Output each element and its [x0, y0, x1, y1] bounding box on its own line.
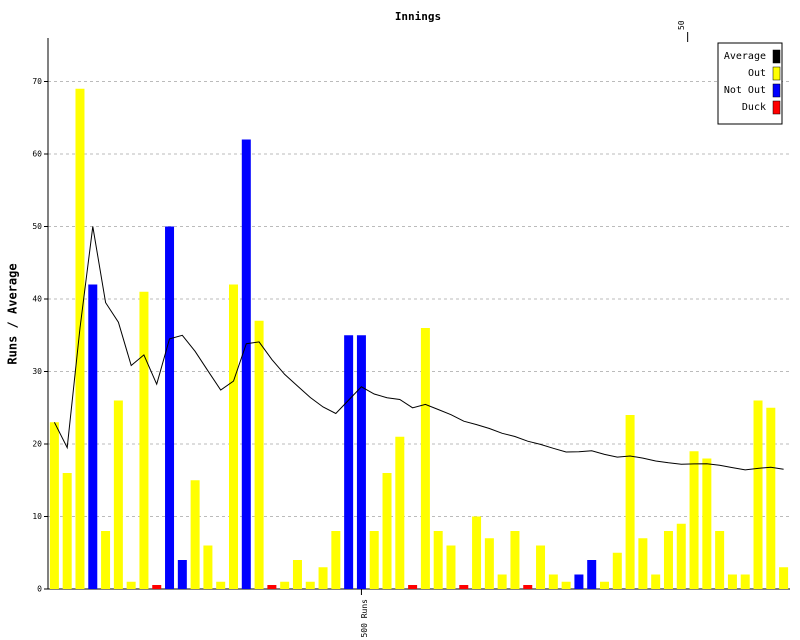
bar [101, 531, 111, 589]
legend-swatch [772, 83, 781, 98]
bar [408, 585, 418, 589]
bar [420, 328, 430, 589]
bar [625, 415, 635, 589]
bar [497, 574, 507, 589]
legend-swatch [772, 100, 781, 115]
bar [331, 531, 341, 589]
average-line [53, 226, 784, 471]
bar [49, 422, 59, 589]
y-tick-label: 20 [32, 440, 42, 449]
bar [152, 585, 162, 589]
bar [574, 574, 584, 589]
bar [113, 400, 123, 589]
bar [676, 523, 686, 589]
bar [766, 407, 776, 589]
bar [344, 335, 354, 589]
bar [165, 226, 175, 589]
bar [689, 451, 699, 589]
legend-label: Duck [742, 102, 766, 113]
legend-box [717, 42, 783, 125]
bar [292, 560, 302, 589]
y-tick-label: 70 [32, 77, 42, 86]
bar [139, 291, 149, 589]
chart-title: Innings [395, 10, 441, 23]
bar [472, 516, 482, 589]
bar [587, 560, 597, 589]
bar [638, 538, 648, 589]
bar [561, 581, 571, 589]
bar [229, 284, 238, 589]
y-axis-label: Runs / Average [6, 263, 20, 364]
bar [740, 574, 750, 589]
y-tick-label: 0 [37, 585, 42, 594]
bar [267, 585, 277, 589]
bar [126, 581, 136, 589]
bar [702, 458, 712, 589]
bottom-tick-label: 500 Runs [360, 599, 369, 638]
bar [433, 531, 443, 589]
legend-label: Out [748, 68, 766, 79]
legend-swatch [772, 49, 781, 64]
top-tick-label: 50 [677, 20, 686, 30]
bar [369, 531, 379, 589]
bar [600, 581, 609, 589]
bar [177, 560, 187, 589]
y-tick-label: 40 [32, 295, 42, 304]
y-tick-label: 60 [32, 150, 42, 159]
bar [395, 436, 405, 589]
bar [651, 574, 661, 589]
y-tick-label: 30 [32, 367, 42, 376]
bar [523, 585, 533, 589]
bar [382, 473, 392, 589]
y-tick-label: 10 [32, 512, 42, 521]
bar [663, 531, 673, 589]
legend-label: Not Out [724, 85, 766, 96]
bar [190, 480, 200, 589]
bar [241, 139, 251, 589]
bar [216, 581, 226, 589]
bar [318, 567, 328, 589]
bar [62, 473, 72, 589]
bar [612, 552, 622, 589]
bar [510, 531, 520, 589]
bar [254, 320, 264, 589]
bar [536, 545, 546, 589]
bar [715, 531, 725, 589]
bar [446, 545, 456, 589]
bar [484, 538, 494, 589]
bar [548, 574, 558, 589]
bar [753, 400, 763, 589]
bar [305, 581, 315, 589]
y-tick-label: 50 [32, 222, 42, 231]
legend-label: Average [724, 51, 766, 62]
bar [88, 284, 98, 589]
bar [203, 545, 213, 589]
bar [75, 88, 85, 589]
bar [356, 335, 366, 589]
bar [459, 585, 469, 589]
bar [779, 567, 789, 589]
bar [280, 581, 290, 589]
bar [727, 574, 737, 589]
legend-swatch [772, 66, 781, 81]
